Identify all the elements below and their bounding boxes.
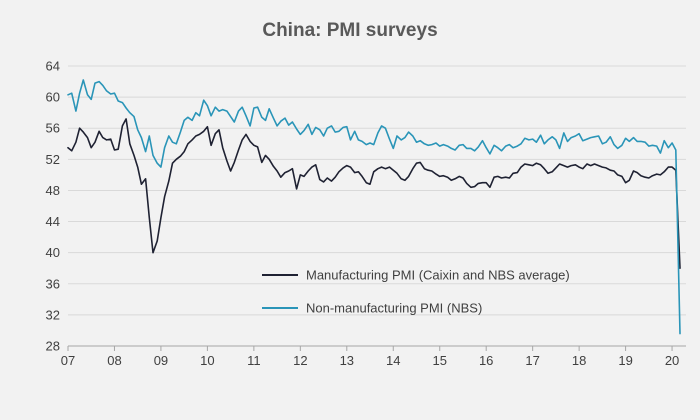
chart-title: China: PMI surveys [262,20,438,41]
legend-label-non-manufacturing: Non-manufacturing PMI (NBS) [306,301,482,316]
y-tick-label: 56 [46,121,60,136]
x-tick-label: 19 [618,353,632,368]
x-tick-label: 07 [61,353,75,368]
axes: 28 32 36 40 44 48 52 56 60 64 07 08 09 10 11 12 13 14 15 16… [46,59,686,368]
series-lines [67,79,681,335]
y-tick-label: 60 [46,90,60,105]
series-line-non-manufacturing [67,79,681,335]
x-tick-label: 14 [386,353,400,368]
x-tick-label: 15 [432,353,446,368]
y-tick-label: 32 [46,307,60,322]
x-tick-label: 20 [665,353,679,368]
y-tick-label: 44 [46,214,60,229]
x-tick-label: 11 [247,353,261,368]
y-tick-label: 64 [46,59,60,74]
x-tick-label: 09 [154,353,168,368]
x-tick-label: 16 [479,353,493,368]
y-tick-label: 48 [46,183,60,198]
series-line-manufacturing [67,118,681,269]
x-tick-label: 10 [200,353,214,368]
y-tick-label: 52 [46,152,60,167]
x-tick-label: 18 [572,353,586,368]
x-tick-label: 12 [293,353,307,368]
x-tick-label: 13 [340,353,354,368]
legend: Manufacturing PMI (Caixin and NBS averag… [262,268,570,316]
x-tick-label: 17 [525,353,539,368]
y-tick-label: 36 [46,276,60,291]
y-tick-label: 28 [46,339,60,354]
legend-label-manufacturing: Manufacturing PMI (Caixin and NBS averag… [306,268,570,283]
y-tick-label: 40 [46,245,60,260]
x-tick-label: 08 [107,353,121,368]
